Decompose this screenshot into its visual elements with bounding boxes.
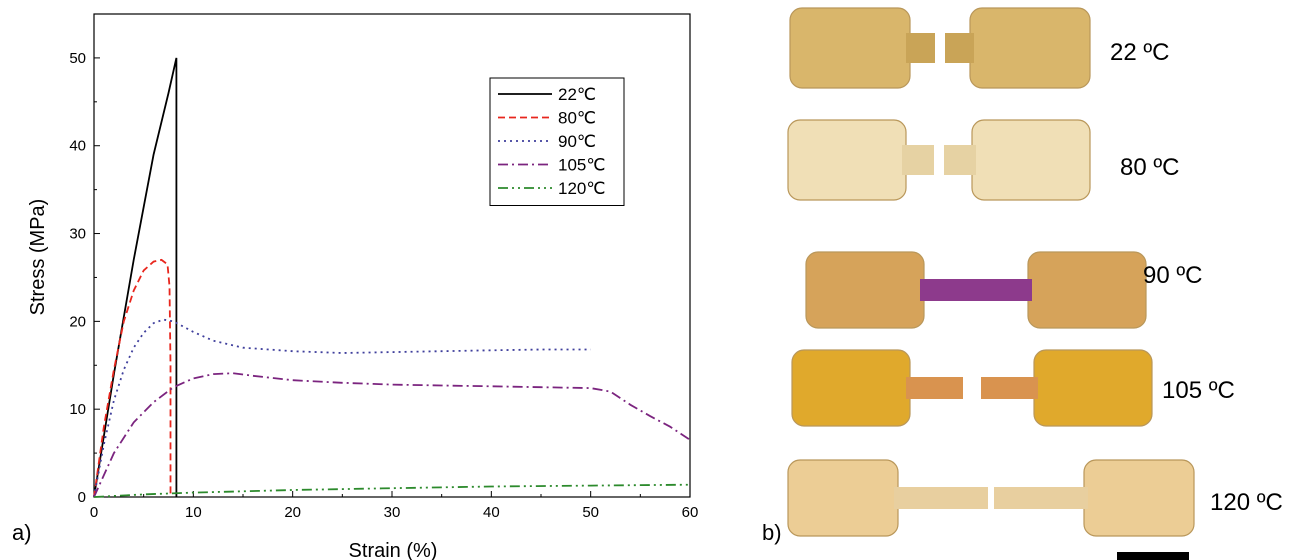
y-tick-label: 10 [69, 401, 86, 418]
series-line [93, 318, 591, 498]
legend-label: 80℃ [558, 109, 596, 128]
specimen-temperature-label: 22 ºC [1110, 39, 1169, 66]
y-axis-label: Stress (MPa) [27, 199, 49, 316]
specimen: 90 ºC [805, 251, 1202, 329]
x-tick-label: 30 [384, 504, 401, 521]
specimen-neck [902, 145, 934, 175]
y-tick-label: 30 [69, 226, 86, 243]
x-tick-label: 40 [483, 504, 500, 521]
legend-box [489, 77, 625, 206]
specimen-temperature-label: 80 ºC [1120, 154, 1179, 181]
y-tick-label: 20 [69, 313, 86, 330]
series-line [93, 258, 172, 498]
specimen: 80 ºC [787, 119, 1179, 201]
legend-label: 90℃ [558, 132, 596, 151]
specimen-left-tab [805, 251, 925, 329]
specimen-right-tab [969, 7, 1091, 89]
series-line [93, 372, 691, 498]
y-tick-label: 40 [69, 138, 86, 155]
y-tick-label: 0 [78, 489, 86, 506]
specimen-left-tab [791, 349, 911, 427]
specimen: 105 ºC [791, 349, 1235, 427]
specimen-neck [994, 487, 1088, 509]
specimen-neck [906, 33, 935, 63]
y-tick-label: 50 [69, 50, 86, 67]
specimen-temperature-label: 90 ºC [1143, 262, 1202, 289]
specimen-right-tab [971, 119, 1091, 201]
specimen-right-tab [1027, 251, 1147, 329]
legend-label: 120℃ [558, 179, 605, 198]
specimen-neck [976, 279, 1032, 301]
specimen-neck [920, 279, 976, 301]
scale-bar [1117, 552, 1189, 560]
legend-label: 105℃ [558, 156, 605, 175]
specimen-neck [906, 377, 963, 399]
x-tick-label: 50 [582, 504, 599, 521]
specimen-left-tab [787, 459, 899, 537]
x-tick-label: 0 [90, 504, 98, 521]
stress-strain-chart: 0 10 20 30 40 50 60 0 10 20 30 40 50 22℃ 80℃ 90℃ 105℃ 12… [12, 13, 699, 560]
x-tick-label: 10 [185, 504, 202, 521]
panel-a-label: a) [12, 520, 32, 545]
specimen-temperature-label: 120 ºC [1210, 489, 1283, 516]
specimen-neck [981, 377, 1038, 399]
specimen-right-tab [1033, 349, 1153, 427]
specimen-right-tab [1083, 459, 1195, 537]
x-tick-label: 20 [284, 504, 301, 521]
specimen: 120 ºC [787, 459, 1283, 537]
specimen-left-tab [789, 7, 911, 89]
series-line [93, 483, 691, 498]
specimen-photo: 22 ºC 80 ºC 90 ºC 105 ºC 120 ºC b) [762, 7, 1283, 560]
specimen-neck [894, 487, 988, 509]
specimen-neck [944, 145, 976, 175]
specimen-neck [945, 33, 974, 63]
legend-label: 22℃ [558, 85, 596, 104]
x-axis-label: Strain (%) [349, 540, 438, 560]
panel-b-label: b) [762, 520, 782, 545]
specimen: 22 ºC [789, 7, 1169, 89]
specimen-left-tab [787, 119, 907, 201]
specimen-temperature-label: 105 ºC [1162, 377, 1235, 404]
x-tick-label: 60 [682, 504, 699, 521]
